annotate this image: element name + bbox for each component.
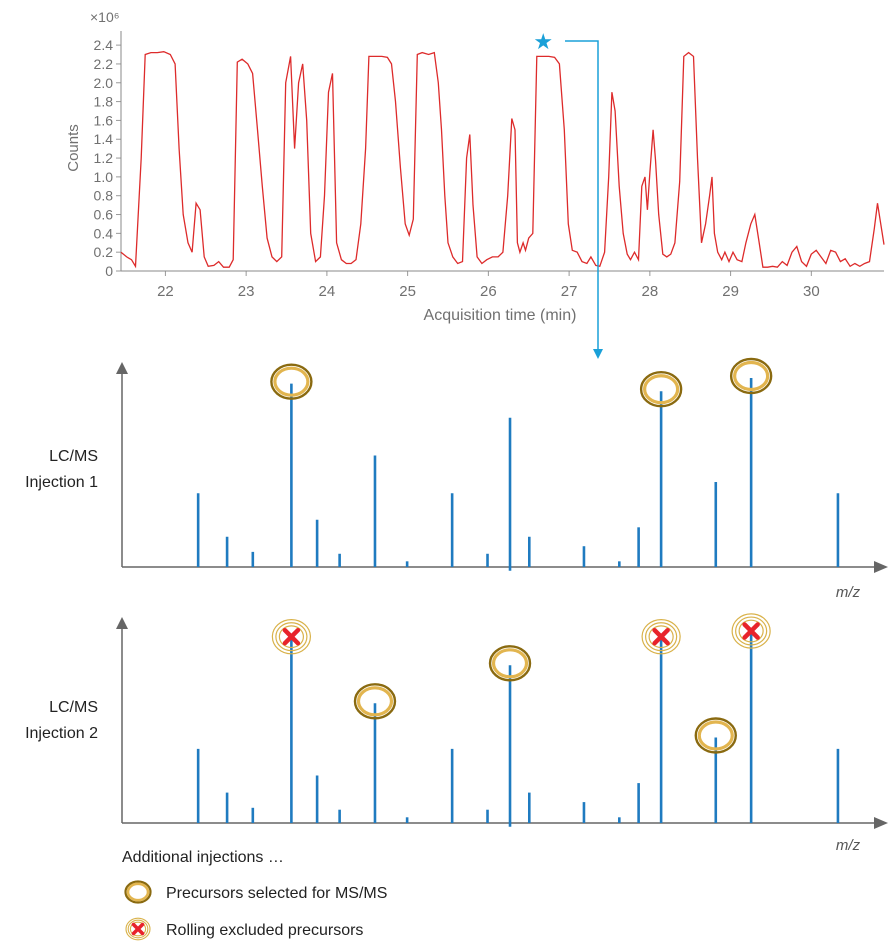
legend-selected-icon (124, 880, 152, 904)
x-axis-label: Acquisition time (min) (424, 307, 577, 324)
chromatogram-chart: ×10⁶ Counts Acquisition time (min) 00.20… (65, 9, 885, 359)
series-line (120, 51, 885, 269)
additional-injections-text: Additional injections … (122, 849, 284, 866)
legend-selected-label: Precursors selected for MS/MS (166, 885, 387, 902)
precursor-markers (271, 613, 771, 754)
mz-axis-label: m/z (836, 584, 861, 601)
x-tick-label: 24 (319, 283, 336, 300)
legend: Precursors selected for MS/MS Rolling ex… (124, 880, 387, 941)
y-tick-label: 1.6 (94, 112, 114, 128)
y-axis-arrow (116, 617, 128, 629)
y-tick-label: 0.8 (94, 188, 114, 204)
connector-arrow (565, 40, 599, 352)
selected-precursor-circle (270, 363, 313, 400)
injection-1-label-line1: LC/MS (49, 448, 98, 465)
injection-2-label-line2: Injection 2 (25, 725, 98, 742)
axes (116, 362, 888, 573)
y-tick-label: 1.2 (94, 150, 114, 166)
x-tick-label: 25 (399, 283, 416, 300)
excluded-precursor-mark (641, 619, 681, 655)
y-axis-arrow (116, 362, 128, 374)
x-tick-label: 23 (238, 283, 255, 300)
y-tick-label: 0.2 (94, 244, 114, 260)
y-axis-label: Counts (65, 124, 82, 172)
injection-2-label-line1: LC/MS (49, 699, 98, 716)
x-tick-label: 29 (722, 283, 739, 300)
y-multiplier-label: ×10⁶ (90, 9, 120, 25)
y-tick-label: 1.0 (94, 169, 114, 185)
x-ticks: 22 23 24 25 26 27 28 29 30 (157, 271, 820, 300)
selected-precursor-circle (639, 371, 683, 408)
spectrum-bars (196, 378, 840, 571)
x-tick-label: 26 (480, 283, 497, 300)
y-tick-label: 2.4 (94, 37, 114, 53)
precursor-markers (270, 357, 773, 408)
y-ticks: 0 0.2 0.4 0.6 0.8 1.0 1.2 1.4 1.6 1.8 2.0 2.2 2.4 (94, 31, 122, 279)
excluded-precursor-mark (271, 619, 311, 655)
spectrum-injection-1: LC/MS Injection 1 m/z (25, 357, 888, 601)
legend-excluded-label: Rolling excluded precursors (166, 922, 363, 939)
selected-precursor-circle (353, 683, 397, 720)
x-axis-arrow (874, 817, 888, 829)
mz-axis-label: m/z (836, 837, 861, 854)
x-tick-label: 22 (157, 283, 174, 300)
selected-precursor-circle (488, 645, 532, 682)
selected-precursor-circle (694, 717, 737, 754)
y-tick-label: 1.4 (94, 131, 114, 147)
excluded-precursor-mark (731, 613, 771, 649)
selected-precursor-circle (729, 357, 773, 395)
y-tick-label: 2.2 (94, 56, 114, 72)
x-tick-label: 30 (803, 283, 820, 300)
y-tick-label: 0.4 (94, 225, 114, 241)
x-tick-label: 28 (642, 283, 659, 300)
x-axis-arrow (874, 561, 888, 573)
x-tick-label: 27 (561, 283, 578, 300)
y-tick-label: 1.8 (94, 94, 114, 110)
arrow-head (593, 349, 603, 359)
injection-1-label-line2: Injection 1 (25, 474, 98, 491)
legend-excluded-icon (125, 917, 151, 941)
spectrum-injection-2: LC/MS Injection 2 m/z (25, 613, 888, 854)
spectrum-bars (196, 633, 840, 827)
y-tick-label: 0.6 (94, 207, 114, 223)
star-icon: ★ (533, 29, 553, 54)
y-tick-label: 2.0 (94, 75, 114, 91)
y-tick-label: 0 (105, 263, 113, 279)
